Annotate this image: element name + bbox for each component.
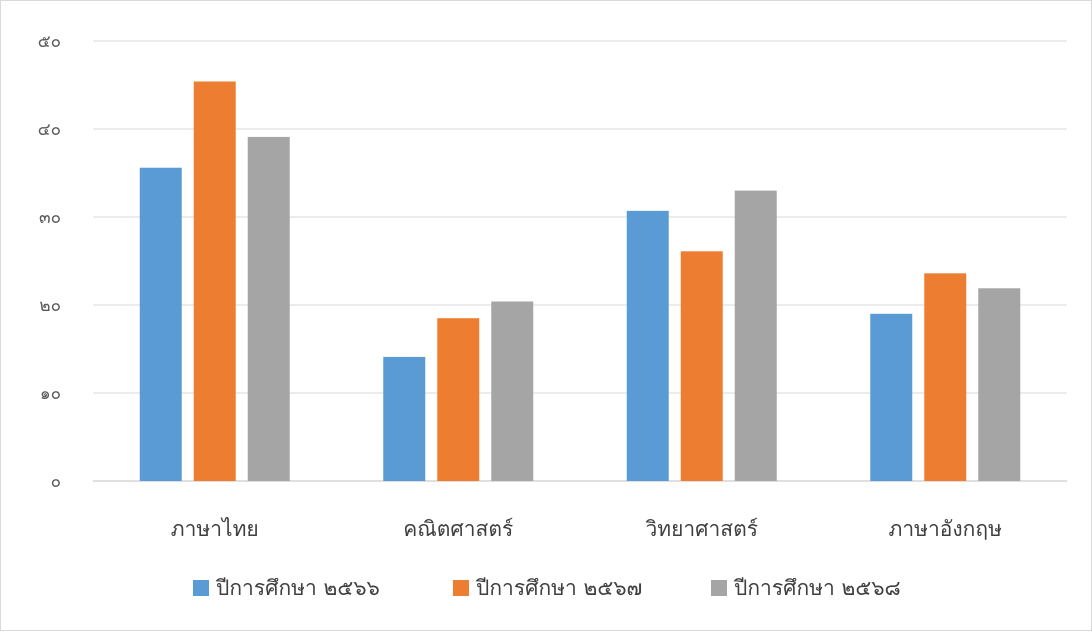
bar	[870, 313, 913, 481]
x-category-label: ภาษาอังกฤษ	[889, 517, 1002, 541]
bar	[978, 288, 1021, 481]
y-tick-label: ๔๐	[38, 120, 61, 140]
x-category-label: คณิตศาสตร์	[403, 517, 513, 541]
bar	[734, 190, 777, 481]
x-axis-category-labels: ภาษาไทย คณิตศาสตร์ วิทยาศาสตร์ ภาษาอังกฤษ	[171, 517, 1002, 541]
legend-swatch	[453, 580, 469, 596]
legend-label: ปีการศึกษา ๒๕๖๘	[733, 576, 900, 600]
bar	[491, 301, 534, 481]
bar	[193, 81, 236, 481]
legend-label: ปีการศึกษา ๒๕๖๖	[215, 576, 380, 600]
bar	[383, 356, 426, 481]
bar	[924, 273, 967, 481]
x-category-label: ภาษาไทย	[171, 517, 259, 541]
legend-label: ปีการศึกษา ๒๕๖๗	[475, 576, 642, 600]
bar	[626, 210, 669, 481]
legend-swatch	[711, 580, 727, 596]
gridlines	[93, 40, 1067, 482]
bar	[437, 318, 480, 481]
y-tick-label: ๐	[51, 472, 61, 492]
y-tick-label: ๒๐	[39, 296, 61, 316]
legend-swatch	[193, 580, 209, 596]
bar	[680, 251, 723, 481]
y-axis-tick-labels: ๐ ๑๐ ๒๐ ๓๐ ๔๐ ๕๐	[38, 32, 61, 492]
bars	[139, 81, 1021, 482]
x-category-label: วิทยาศาสตร์	[645, 517, 758, 541]
bar	[139, 167, 182, 481]
y-tick-label: ๕๐	[38, 32, 61, 52]
y-tick-label: ๓๐	[39, 208, 61, 228]
y-tick-label: ๑๐	[40, 384, 61, 404]
legend: ปีการศึกษา ๒๕๖๖ ปีการศึกษา ๒๕๖๗ ปีการศึกษา…	[193, 576, 901, 600]
bar	[247, 136, 290, 482]
